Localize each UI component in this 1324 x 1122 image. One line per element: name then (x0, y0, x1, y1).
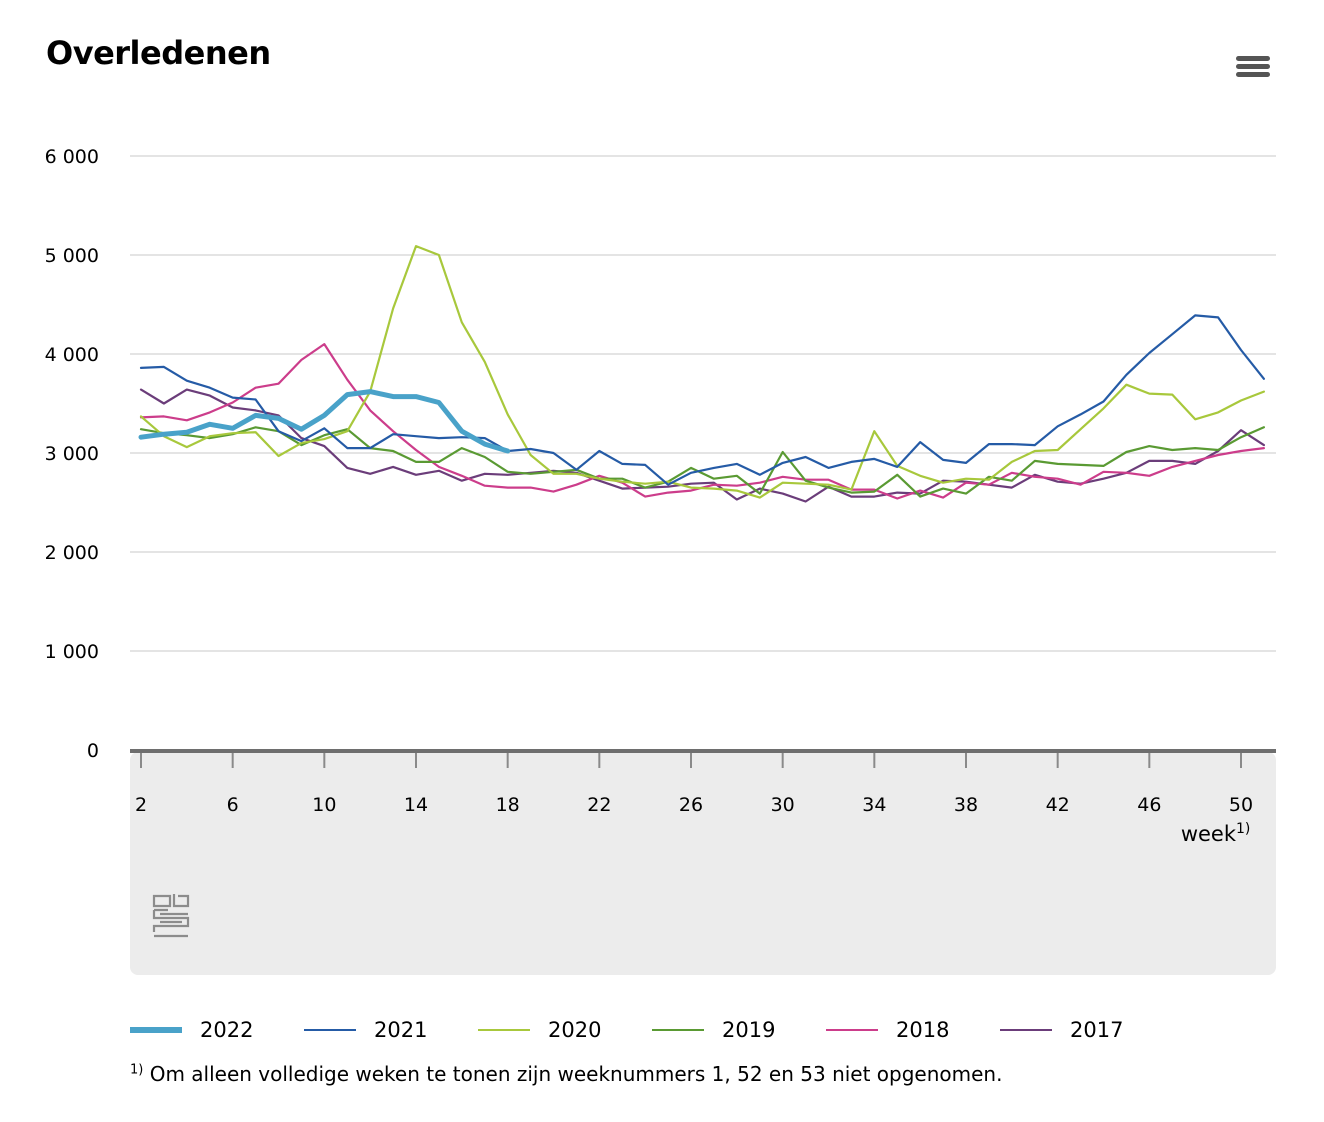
legend-item-2020[interactable]: 2020 (478, 1018, 652, 1042)
legend-label: 2020 (548, 1018, 602, 1042)
menu-bar (1236, 56, 1270, 61)
legend-item-2017[interactable]: 2017 (1000, 1018, 1174, 1042)
x-axis-footnote-marker: 1) (1236, 821, 1250, 837)
x-tick-label: 42 (1046, 794, 1070, 816)
footnote-text: Om alleen volledige weken te tonen zijn … (149, 1062, 1003, 1086)
legend-item-2018[interactable]: 2018 (826, 1018, 1000, 1042)
y-tick-label: 3 000 (45, 443, 99, 465)
y-tick-label: 2 000 (45, 542, 99, 564)
gridlines (130, 155, 1276, 652)
y-tick-label: 0 (87, 740, 99, 762)
legend-swatch (130, 1027, 182, 1033)
footnote-marker: 1) (130, 1062, 144, 1078)
legend-swatch (478, 1029, 530, 1031)
x-tick-label: 2 (135, 794, 147, 816)
legend-item-2022[interactable]: 2022 (130, 1018, 304, 1042)
cbs-logo (152, 894, 190, 938)
series-line-2019[interactable] (139, 426, 1266, 498)
legend-label: 2018 (896, 1018, 950, 1042)
hamburger-menu-icon[interactable] (1232, 52, 1274, 86)
x-tick-label: 6 (227, 794, 239, 816)
chart-title: Overledenen (46, 34, 271, 72)
menu-bar (1236, 72, 1270, 77)
x-tick-label: 14 (404, 794, 428, 816)
x-axis-ticks: 2 6 10 14 18 22 26 30 34 38 42 46 50 (135, 753, 1253, 816)
footnote: 1) Om alleen volledige weken te tonen zi… (130, 1062, 1002, 1086)
x-axis-band (130, 752, 1276, 975)
series-line-2022[interactable] (138, 389, 511, 454)
x-tick-label: 50 (1229, 794, 1253, 816)
series-line-2020[interactable] (139, 245, 1266, 499)
series-line-2021[interactable] (139, 314, 1266, 486)
y-tick-label: 6 000 (45, 146, 99, 168)
legend: 2022 2021 2020 2019 2018 2017 (130, 1018, 1174, 1042)
series-lines (138, 245, 1266, 503)
y-axis-labels: 0 1 000 2 000 3 000 4 000 5 000 6 000 (45, 146, 99, 762)
series-line-2018[interactable] (139, 343, 1266, 500)
y-tick-label: 1 000 (45, 641, 99, 663)
legend-label: 2021 (374, 1018, 428, 1042)
y-tick-label: 5 000 (45, 245, 99, 267)
x-tick-label: 46 (1137, 794, 1161, 816)
menu-bar (1236, 64, 1270, 69)
x-tick-label: 18 (496, 794, 520, 816)
x-tick-label: 22 (587, 794, 611, 816)
legend-label: 2022 (200, 1018, 254, 1042)
x-tick-label: 26 (679, 794, 703, 816)
y-tick-label: 4 000 (45, 344, 99, 366)
legend-item-2019[interactable]: 2019 (652, 1018, 826, 1042)
legend-item-2021[interactable]: 2021 (304, 1018, 478, 1042)
legend-swatch (304, 1029, 356, 1031)
x-tick-label: 34 (862, 794, 886, 816)
legend-swatch (826, 1029, 878, 1031)
legend-label: 2019 (722, 1018, 776, 1042)
x-tick-label: 38 (954, 794, 978, 816)
legend-swatch (1000, 1029, 1052, 1031)
x-tick-label: 10 (312, 794, 336, 816)
x-tick-label: 30 (771, 794, 795, 816)
legend-label: 2017 (1070, 1018, 1124, 1042)
legend-swatch (652, 1029, 704, 1031)
x-axis-title: week (1181, 822, 1237, 846)
